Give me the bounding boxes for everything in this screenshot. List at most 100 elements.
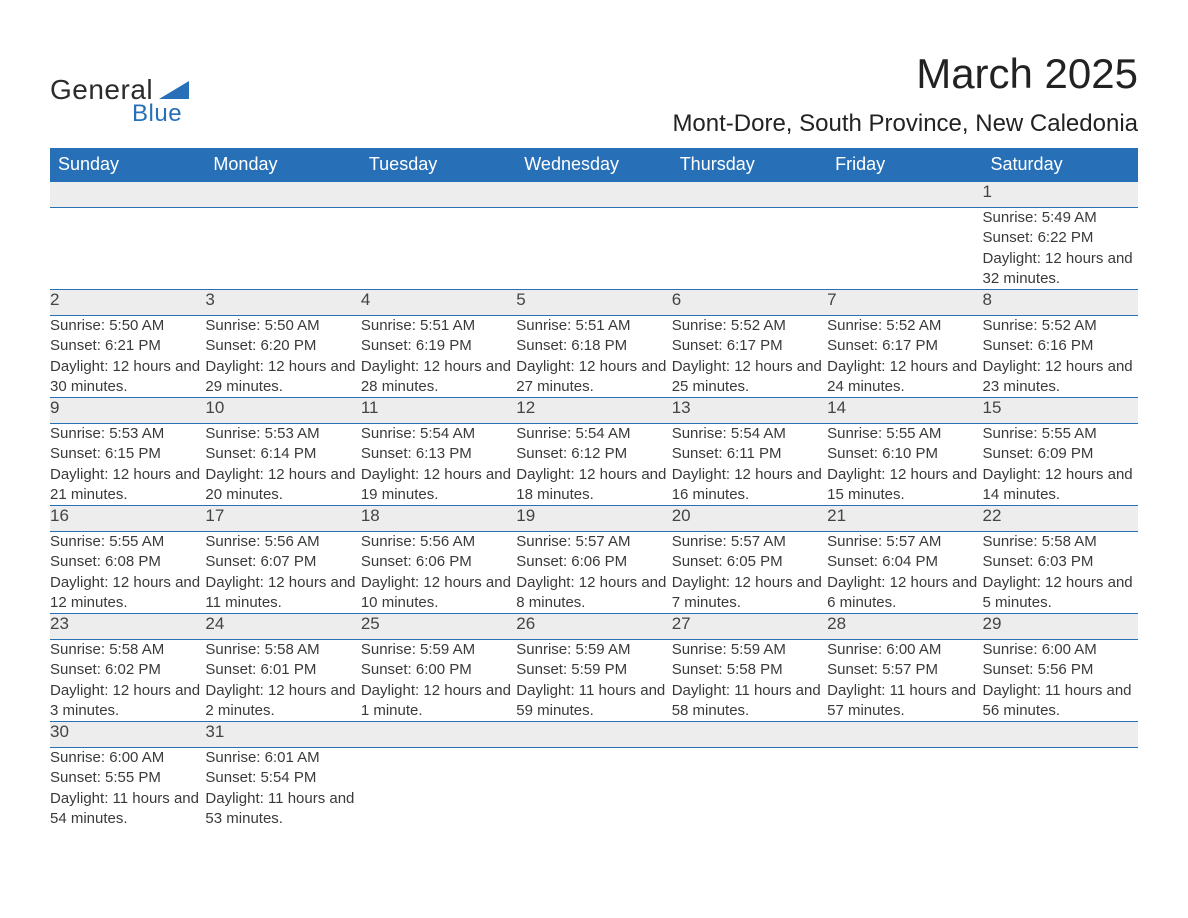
day-number: 6	[672, 290, 681, 309]
sunset-text: Sunset: 5:54 PM	[205, 768, 360, 788]
weekday-header: Sunday	[50, 148, 205, 182]
day-number-cell: 26	[516, 614, 671, 640]
day-number-row: 16171819202122	[50, 506, 1138, 532]
sunset-text: Sunset: 5:57 PM	[827, 660, 982, 680]
daylight-text: Daylight: 12 hours and 19 minutes.	[361, 465, 516, 506]
day-number-cell: 29	[983, 614, 1138, 640]
day-info-cell: Sunrise: 5:55 AMSunset: 6:08 PMDaylight:…	[50, 532, 205, 614]
day-number-cell	[983, 722, 1138, 748]
sunrise-text: Sunrise: 6:01 AM	[205, 748, 360, 768]
day-info-row: Sunrise: 6:00 AMSunset: 5:55 PMDaylight:…	[50, 748, 1138, 830]
day-info-cell: Sunrise: 5:50 AMSunset: 6:20 PMDaylight:…	[205, 316, 360, 398]
daylight-text: Daylight: 11 hours and 57 minutes.	[827, 681, 982, 722]
month-title: March 2025	[672, 50, 1138, 98]
day-info-cell: Sunrise: 5:55 AMSunset: 6:09 PMDaylight:…	[983, 424, 1138, 506]
day-info-cell	[361, 208, 516, 290]
sunrise-text: Sunrise: 5:59 AM	[516, 640, 671, 660]
sunset-text: Sunset: 6:05 PM	[672, 552, 827, 572]
day-number: 12	[516, 398, 535, 417]
day-number: 30	[50, 722, 69, 741]
day-number: 8	[983, 290, 992, 309]
sunset-text: Sunset: 6:17 PM	[672, 336, 827, 356]
sunrise-text: Sunrise: 5:54 AM	[672, 424, 827, 444]
day-number-row: 23242526272829	[50, 614, 1138, 640]
day-number: 10	[205, 398, 224, 417]
weekday-header-row: Sunday Monday Tuesday Wednesday Thursday…	[50, 148, 1138, 182]
day-info-row: Sunrise: 5:55 AMSunset: 6:08 PMDaylight:…	[50, 532, 1138, 614]
day-info-cell: Sunrise: 6:00 AMSunset: 5:55 PMDaylight:…	[50, 748, 205, 830]
daylight-text: Daylight: 11 hours and 59 minutes.	[516, 681, 671, 722]
day-info-cell: Sunrise: 6:00 AMSunset: 5:56 PMDaylight:…	[983, 640, 1138, 722]
day-number-cell: 31	[205, 722, 360, 748]
daylight-text: Daylight: 12 hours and 12 minutes.	[50, 573, 205, 614]
sunrise-text: Sunrise: 5:56 AM	[361, 532, 516, 552]
day-number-cell: 5	[516, 290, 671, 316]
sunrise-text: Sunrise: 5:55 AM	[827, 424, 982, 444]
sunrise-text: Sunrise: 5:57 AM	[516, 532, 671, 552]
day-number-cell: 9	[50, 398, 205, 424]
day-info-cell: Sunrise: 5:57 AMSunset: 6:06 PMDaylight:…	[516, 532, 671, 614]
day-number: 3	[205, 290, 214, 309]
sunset-text: Sunset: 6:06 PM	[361, 552, 516, 572]
sunrise-text: Sunrise: 5:53 AM	[50, 424, 205, 444]
daylight-text: Daylight: 11 hours and 56 minutes.	[983, 681, 1138, 722]
day-info-cell: Sunrise: 5:51 AMSunset: 6:19 PMDaylight:…	[361, 316, 516, 398]
sunset-text: Sunset: 6:07 PM	[205, 552, 360, 572]
day-info-row: Sunrise: 5:53 AMSunset: 6:15 PMDaylight:…	[50, 424, 1138, 506]
day-info-cell: Sunrise: 5:59 AMSunset: 5:58 PMDaylight:…	[672, 640, 827, 722]
sunrise-text: Sunrise: 6:00 AM	[827, 640, 982, 660]
sunset-text: Sunset: 6:04 PM	[827, 552, 982, 572]
daylight-text: Daylight: 11 hours and 53 minutes.	[205, 789, 360, 830]
sunrise-text: Sunrise: 5:54 AM	[516, 424, 671, 444]
day-number-cell: 11	[361, 398, 516, 424]
day-number: 14	[827, 398, 846, 417]
day-info-row: Sunrise: 5:50 AMSunset: 6:21 PMDaylight:…	[50, 316, 1138, 398]
daylight-text: Daylight: 12 hours and 11 minutes.	[205, 573, 360, 614]
day-info-cell: Sunrise: 5:56 AMSunset: 6:06 PMDaylight:…	[361, 532, 516, 614]
daylight-text: Daylight: 12 hours and 29 minutes.	[205, 357, 360, 398]
day-info-cell: Sunrise: 6:00 AMSunset: 5:57 PMDaylight:…	[827, 640, 982, 722]
day-number: 25	[361, 614, 380, 633]
day-number: 31	[205, 722, 224, 741]
day-info-cell	[205, 208, 360, 290]
daylight-text: Daylight: 12 hours and 18 minutes.	[516, 465, 671, 506]
daylight-text: Daylight: 12 hours and 20 minutes.	[205, 465, 360, 506]
day-info-cell: Sunrise: 5:58 AMSunset: 6:01 PMDaylight:…	[205, 640, 360, 722]
sunrise-text: Sunrise: 5:50 AM	[205, 316, 360, 336]
day-info-cell: Sunrise: 6:01 AMSunset: 5:54 PMDaylight:…	[205, 748, 360, 830]
sunrise-text: Sunrise: 5:58 AM	[205, 640, 360, 660]
day-number-row: 30 31	[50, 722, 1138, 748]
day-info-cell	[672, 748, 827, 830]
sunset-text: Sunset: 6:11 PM	[672, 444, 827, 464]
sunset-text: Sunset: 5:59 PM	[516, 660, 671, 680]
logo-text-blue: Blue	[132, 100, 189, 128]
day-number-cell: 18	[361, 506, 516, 532]
weekday-header: Monday	[205, 148, 360, 182]
day-number: 26	[516, 614, 535, 633]
day-info-cell	[50, 208, 205, 290]
day-info-cell: Sunrise: 5:49 AMSunset: 6:22 PMDaylight:…	[983, 208, 1138, 290]
sunrise-text: Sunrise: 5:52 AM	[827, 316, 982, 336]
day-number: 17	[205, 506, 224, 525]
day-number-cell: 16	[50, 506, 205, 532]
day-number-cell	[50, 182, 205, 208]
daylight-text: Daylight: 12 hours and 8 minutes.	[516, 573, 671, 614]
day-number-cell	[516, 722, 671, 748]
day-info-cell: Sunrise: 5:58 AMSunset: 6:02 PMDaylight:…	[50, 640, 205, 722]
daylight-text: Daylight: 12 hours and 25 minutes.	[672, 357, 827, 398]
day-number-cell: 15	[983, 398, 1138, 424]
day-number-cell: 4	[361, 290, 516, 316]
day-number-cell: 1	[983, 182, 1138, 208]
sunrise-text: Sunrise: 5:51 AM	[361, 316, 516, 336]
day-number: 9	[50, 398, 59, 417]
day-number-row: 2345678	[50, 290, 1138, 316]
day-number-cell: 22	[983, 506, 1138, 532]
day-number-cell: 3	[205, 290, 360, 316]
sunset-text: Sunset: 6:03 PM	[983, 552, 1138, 572]
sunrise-text: Sunrise: 5:59 AM	[672, 640, 827, 660]
sunrise-text: Sunrise: 5:56 AM	[205, 532, 360, 552]
daylight-text: Daylight: 12 hours and 1 minute.	[361, 681, 516, 722]
day-number: 27	[672, 614, 691, 633]
sunrise-text: Sunrise: 5:58 AM	[983, 532, 1138, 552]
sunrise-text: Sunrise: 5:49 AM	[983, 208, 1138, 228]
